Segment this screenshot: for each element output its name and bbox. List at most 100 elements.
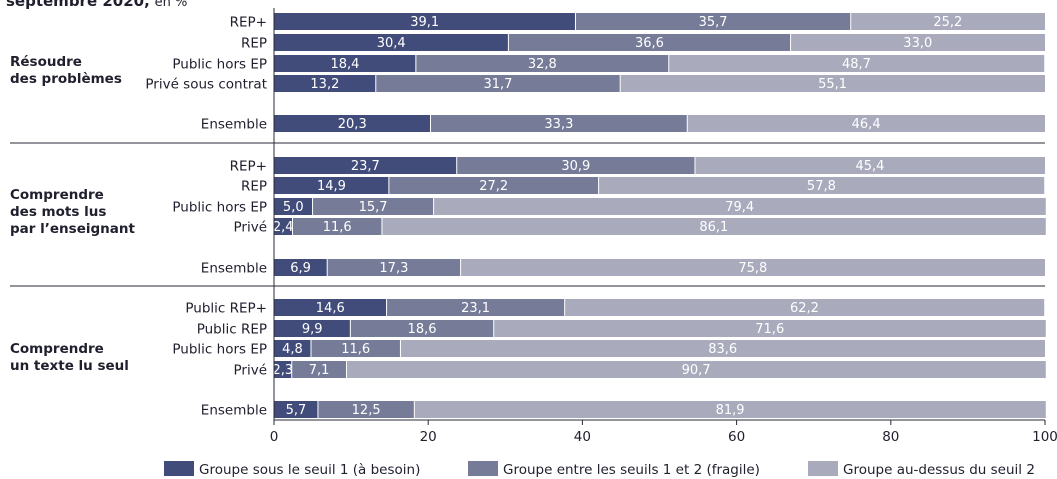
data-label: 17,3 (379, 261, 408, 276)
data-label: 6,9 (290, 261, 311, 276)
data-label: 11,6 (323, 220, 352, 235)
x-tick-label: 20 (420, 429, 437, 445)
bar-segment (414, 401, 1046, 418)
data-label: 15,7 (359, 200, 388, 215)
data-label: 18,4 (330, 57, 359, 72)
data-label: 30,4 (377, 36, 406, 51)
chart-title: septembre 2020, en % (6, 0, 187, 10)
group-label: Comprendre (10, 187, 104, 203)
group-label: Résoudre (10, 54, 82, 70)
data-label: 75,8 (738, 261, 767, 276)
bar-segment (620, 75, 1045, 92)
chart-title-unit: en % (154, 0, 188, 10)
bar-segment (575, 13, 851, 30)
data-label: 57,8 (807, 179, 836, 194)
bar-segment (564, 299, 1045, 316)
bar-segment (694, 157, 1045, 174)
data-label: 33,0 (903, 36, 932, 51)
category-label: Public REP (197, 322, 267, 338)
bar-segment (493, 320, 1046, 337)
data-label: 18,6 (408, 322, 437, 337)
data-label: 45,4 (856, 159, 885, 174)
data-label: 4,8 (282, 342, 303, 357)
bar-segment (274, 299, 387, 316)
bar-segment (312, 198, 434, 215)
bar-segment (274, 218, 293, 235)
bar-segment (274, 55, 416, 72)
legend-swatch (808, 461, 838, 476)
bar-segment (346, 361, 1046, 378)
x-tick-label: 60 (728, 429, 745, 445)
data-label: 81,9 (716, 403, 745, 418)
bar-segment (274, 75, 376, 92)
legend-swatch (164, 461, 194, 476)
bar-segment (460, 259, 1045, 276)
bar-segment (508, 34, 791, 51)
legend-label: Groupe sous le seuil 1 (à besoin) (199, 462, 420, 478)
data-label: 33,3 (544, 117, 573, 132)
bar-segment (381, 218, 1046, 235)
data-label: 2,3 (273, 363, 294, 378)
data-label: 36,6 (635, 36, 664, 51)
legend-swatch (468, 461, 498, 476)
group-label: Comprendre (10, 341, 104, 357)
data-label: 7,1 (309, 363, 330, 378)
data-label: 32,8 (528, 57, 557, 72)
data-label: 46,4 (852, 117, 881, 132)
bar-segment (850, 13, 1045, 30)
bar-segment (415, 55, 669, 72)
bar-segment (311, 340, 401, 357)
category-label: Ensemble (201, 117, 267, 133)
data-label: 11,6 (341, 342, 370, 357)
bar-segment (598, 177, 1045, 194)
bar-segment (274, 115, 431, 132)
bar-segment (433, 198, 1046, 215)
bar-segment (375, 75, 621, 92)
data-label: 14,6 (316, 301, 345, 316)
category-label: REP+ (230, 159, 267, 175)
category-label: Public hors EP (172, 57, 267, 73)
x-tick-label: 100 (1032, 429, 1057, 445)
legend-label: Groupe entre les seuils 1 et 2 (fragile) (503, 462, 760, 478)
bar-segment (274, 177, 389, 194)
category-label: Public REP+ (185, 301, 267, 317)
bar-segment (430, 115, 688, 132)
category-label: Public hors EP (172, 200, 267, 216)
data-label: 83,6 (708, 342, 737, 357)
group-label: par l’enseignant (10, 221, 135, 237)
bar-segment (386, 299, 565, 316)
category-label: REP (241, 36, 267, 52)
data-label: 31,7 (483, 77, 512, 92)
data-label: 14,9 (317, 179, 346, 194)
data-label: 48,7 (842, 57, 871, 72)
data-label: 9,9 (302, 322, 323, 337)
data-label: 20,3 (338, 117, 367, 132)
data-label: 27,2 (479, 179, 508, 194)
group-label: des mots lus (10, 204, 106, 220)
data-label: 12,5 (352, 403, 381, 418)
x-tick-label: 0 (270, 429, 279, 445)
bar-segment (274, 13, 576, 30)
bar-segment (291, 361, 347, 378)
data-label: 39,1 (410, 15, 439, 30)
bar-segment (274, 34, 509, 51)
data-label: 2,4 (273, 220, 294, 235)
bar-segment (668, 55, 1045, 72)
bar-segment (274, 401, 318, 418)
bar-segment (274, 361, 292, 378)
x-tick-label: 40 (574, 429, 591, 445)
bar-segment (327, 259, 461, 276)
bar-segment (456, 157, 695, 174)
group-label: des problèmes (10, 71, 122, 87)
bar-segment (317, 401, 415, 418)
bar-segment (274, 340, 312, 357)
bar-segment (400, 340, 1046, 357)
data-label: 5,7 (286, 403, 307, 418)
data-label: 62,2 (790, 301, 819, 316)
data-label: 79,4 (725, 200, 754, 215)
x-tick-label: 80 (882, 429, 899, 445)
data-label: 30,9 (561, 159, 590, 174)
data-label: 5,0 (283, 200, 304, 215)
bar-segment (274, 259, 328, 276)
